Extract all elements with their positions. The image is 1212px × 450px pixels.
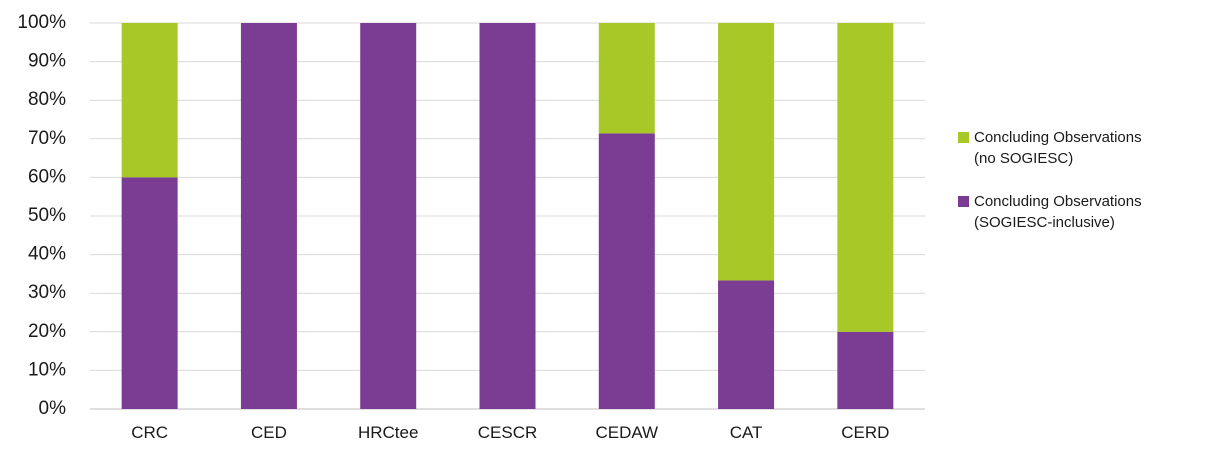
bar-segment-sogiesc-inclusive xyxy=(837,331,894,409)
legend-label-line-1: Concluding Observations xyxy=(974,193,1142,210)
x-category-label: CESCR xyxy=(478,423,538,442)
y-tick-label: 50% xyxy=(28,205,66,226)
x-category-label: CRC xyxy=(131,423,168,442)
y-tick-label: 60% xyxy=(28,166,66,187)
bar-segment-no-sogiesc xyxy=(837,23,894,332)
y-tick-label: 90% xyxy=(28,51,66,72)
legend-label-line-2: (no SOGIESC) xyxy=(974,150,1074,167)
y-tick-label: 80% xyxy=(28,89,66,110)
x-category-label: CED xyxy=(251,423,287,442)
bar-segment-sogiesc-inclusive xyxy=(121,177,178,409)
legend-label-line-1: Concluding Observations xyxy=(974,129,1142,146)
y-tick-label: 70% xyxy=(28,128,66,149)
y-tick-label: 40% xyxy=(28,244,66,265)
x-axis-category-labels: CRC CED HRCtee CESCR CEDAW CAT CERD xyxy=(131,423,889,442)
x-category-label: CAT xyxy=(730,423,763,442)
bar-segment-sogiesc-inclusive xyxy=(598,133,655,409)
legend-swatch-sogiesc-inclusive xyxy=(958,196,969,207)
bar-segment-no-sogiesc xyxy=(121,23,178,178)
y-tick-label: 0% xyxy=(39,398,67,419)
y-tick-label: 100% xyxy=(17,12,66,33)
legend: Concluding Observations (no SOGIESC) Con… xyxy=(958,127,1208,255)
bar-segment-sogiesc-inclusive xyxy=(479,23,536,409)
legend-label-line-2: (SOGIESC-inclusive) xyxy=(974,214,1115,231)
legend-item-sogiesc-inclusive: Concluding Observations (SOGIESC-inclusi… xyxy=(958,191,1208,233)
y-tick-label: 10% xyxy=(28,359,66,380)
bar-segment-no-sogiesc xyxy=(598,23,655,134)
legend-swatch-no-sogiesc xyxy=(958,132,969,143)
bar-segment-sogiesc-inclusive xyxy=(718,280,775,409)
y-axis-tick-labels: 0% 10% 20% 30% 40% 50% 60% 70% 80% 90% 100% xyxy=(17,12,66,419)
y-tick-label: 30% xyxy=(28,282,66,303)
bar-segment-sogiesc-inclusive xyxy=(240,23,297,409)
bar-segment-no-sogiesc xyxy=(718,23,775,281)
x-category-label: CERD xyxy=(841,423,889,442)
bars xyxy=(121,23,894,409)
legend-item-no-sogiesc: Concluding Observations (no SOGIESC) xyxy=(958,127,1208,169)
y-tick-label: 20% xyxy=(28,321,66,342)
bar-segment-sogiesc-inclusive xyxy=(360,23,417,409)
x-category-label: HRCtee xyxy=(358,423,418,442)
x-category-label: CEDAW xyxy=(595,423,658,442)
